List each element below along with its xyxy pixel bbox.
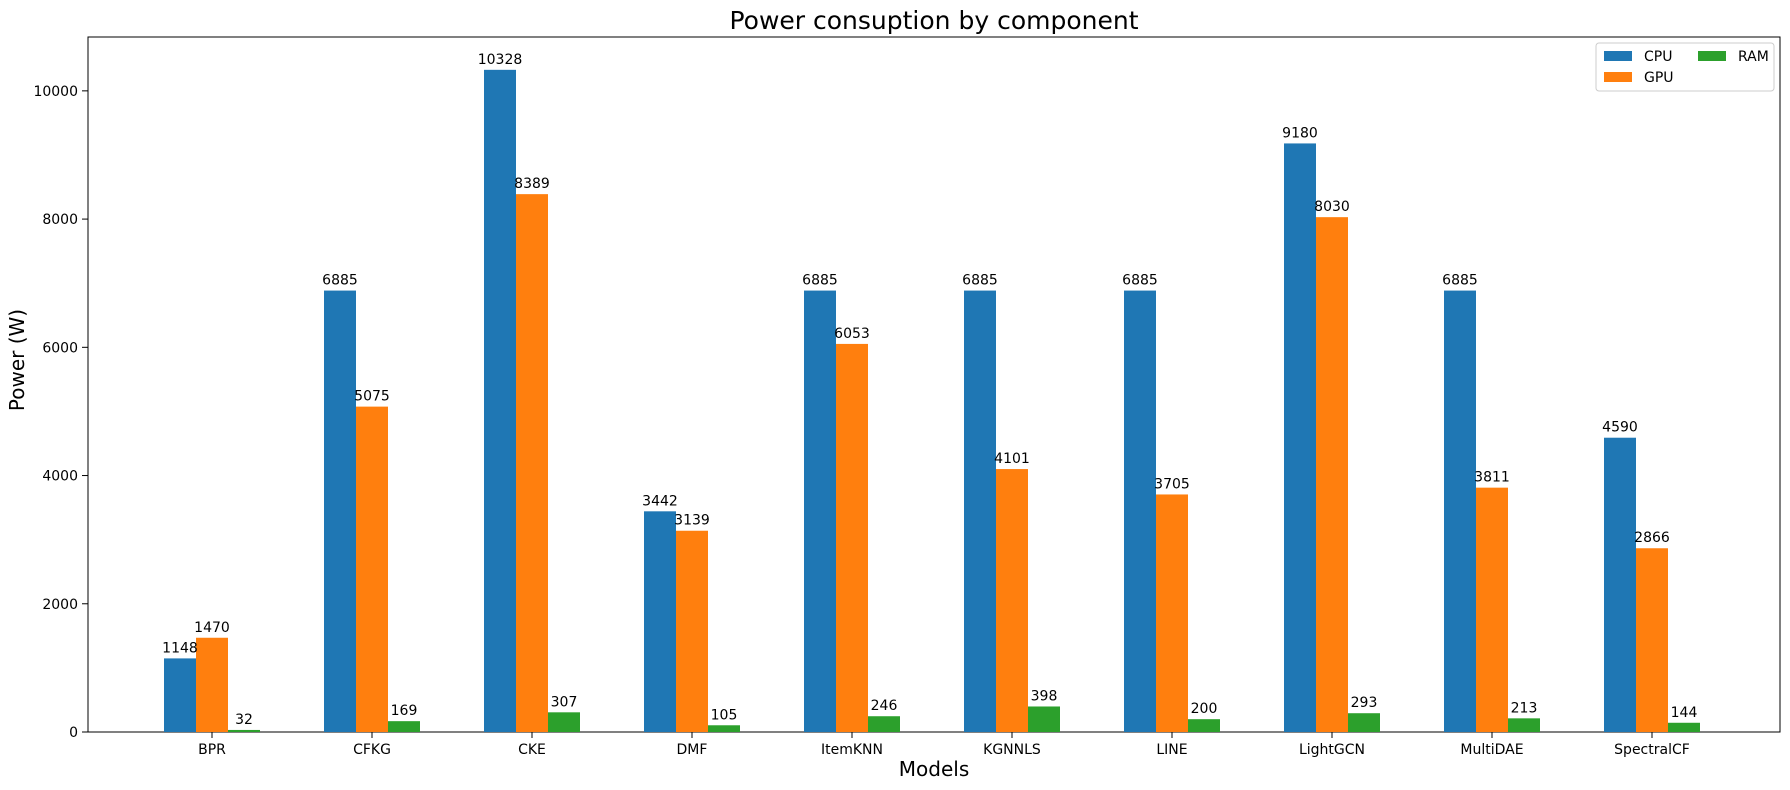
- bar-ram: [228, 729, 260, 732]
- bar-value-label: 4590: [1602, 420, 1638, 436]
- bar-gpu: [1156, 494, 1188, 732]
- x-tick-label: DMF: [677, 742, 708, 758]
- bar-ram: [388, 721, 420, 732]
- x-tick-label: LINE: [1156, 742, 1187, 758]
- y-tick-label: 6000: [42, 340, 78, 356]
- y-tick-label: 8000: [42, 212, 78, 228]
- bar-value-label: 200: [1191, 701, 1218, 717]
- bar-ram: [868, 716, 900, 732]
- bar-ram: [1028, 706, 1060, 732]
- bar-value-label: 1148: [162, 640, 198, 656]
- y-tick-label: 10000: [33, 84, 78, 100]
- y-tick-label: 4000: [42, 469, 78, 485]
- bar-value-label: 4101: [994, 451, 1030, 467]
- legend-swatch-ram: [1698, 51, 1726, 61]
- bar-ram: [708, 725, 740, 732]
- chart-title: Power consuption by component: [729, 6, 1138, 35]
- bar-cpu: [1444, 290, 1476, 732]
- bar-ram: [1188, 719, 1220, 732]
- bar-value-label: 1470: [194, 620, 230, 636]
- bar-gpu: [836, 343, 868, 732]
- bar-value-label: 3705: [1154, 476, 1190, 492]
- bar-ram: [1348, 713, 1380, 732]
- bar-ram: [548, 712, 580, 732]
- bars-group: [164, 69, 1700, 733]
- bar-cpu: [324, 290, 356, 732]
- bar-value-label: 9180: [1282, 125, 1318, 141]
- y-tick-label: 2000: [42, 597, 78, 613]
- legend-label-ram: RAM: [1738, 49, 1769, 65]
- bar-value-label: 8030: [1314, 199, 1350, 215]
- bar-value-label: 307: [551, 694, 578, 710]
- bar-value-label: 3811: [1474, 470, 1510, 486]
- bar-value-label: 3442: [642, 493, 678, 509]
- y-axis: 0 2000 4000 6000 8000 10000: [33, 84, 88, 741]
- bar-value-label: 246: [871, 698, 898, 714]
- bar-value-label: 3139: [674, 513, 710, 529]
- bar-gpu: [996, 469, 1028, 732]
- bar-value-label: 6885: [1442, 273, 1478, 289]
- bar-value-label: 8389: [514, 176, 550, 192]
- bar-value-label: 10328: [478, 52, 523, 68]
- bar-gpu: [1476, 487, 1508, 732]
- bar-value-label: 32: [235, 712, 253, 728]
- bar-value-label: 213: [1511, 700, 1538, 716]
- bar-gpu: [516, 194, 548, 732]
- bar-value-label: 293: [1351, 695, 1378, 711]
- x-axis: BPR CFKG CKE DMF ItemKNN KGNNLS LINE LightGCN Mu…: [198, 732, 1690, 758]
- bar-value-label: 105: [711, 707, 738, 723]
- x-tick-label: LightGCN: [1299, 742, 1365, 758]
- x-tick-label: BPR: [198, 742, 226, 758]
- legend-label-cpu: CPU: [1644, 49, 1672, 65]
- bar-ram: [1508, 718, 1540, 732]
- bar-value-label: 6885: [802, 273, 838, 289]
- x-tick-label: MultiDAE: [1460, 742, 1523, 758]
- x-axis-title: Models: [899, 757, 969, 781]
- bar-value-label: 144: [1671, 705, 1698, 721]
- bar-value-label: 6885: [1122, 273, 1158, 289]
- legend-box: [1595, 42, 1775, 92]
- legend-swatch-gpu: [1604, 72, 1632, 82]
- bar-cpu: [644, 511, 676, 732]
- bar-cpu: [804, 290, 836, 732]
- x-tick-label: CKE: [518, 742, 546, 758]
- bar-value-label: 6885: [962, 273, 998, 289]
- bar-cpu: [484, 69, 516, 733]
- x-tick-label: CFKG: [353, 742, 391, 758]
- bar-cpu: [1284, 143, 1316, 733]
- bar-cpu: [964, 290, 996, 732]
- bar-value-label: 6053: [834, 326, 870, 342]
- y-tick-label: 0: [69, 725, 78, 741]
- bar-value-label: 6885: [322, 273, 358, 289]
- bar-gpu: [1316, 217, 1348, 732]
- x-tick-label: KGNNLS: [983, 742, 1041, 758]
- legend-label-gpu: GPU: [1644, 70, 1674, 86]
- bar-gpu: [196, 637, 228, 732]
- legend-swatch-cpu: [1604, 51, 1632, 61]
- data-labels-group: 1148 1470 32 6885 5075 169 10328 8389 307 3442 313…: [162, 52, 1697, 728]
- bar-value-label: 169: [391, 703, 418, 719]
- plot-frame: [87, 36, 1781, 733]
- bar-cpu: [1604, 437, 1636, 732]
- plot-area: [87, 36, 1781, 733]
- bar-gpu: [676, 530, 708, 732]
- x-tick-label: ItemKNN: [821, 742, 883, 758]
- bar-ram: [1668, 722, 1700, 732]
- x-tick-label: SpectralCF: [1614, 742, 1690, 758]
- legend: CPU GPU RAM: [1595, 42, 1775, 92]
- bar-value-label: 5075: [354, 389, 390, 405]
- bar-gpu: [356, 406, 388, 732]
- bar-gpu: [1636, 548, 1668, 732]
- bar-cpu: [164, 658, 196, 732]
- bar-value-label: 2866: [1634, 530, 1670, 546]
- bar-value-label: 398: [1031, 688, 1058, 704]
- bar-cpu: [1124, 290, 1156, 732]
- y-axis-title: Power (W): [5, 309, 29, 411]
